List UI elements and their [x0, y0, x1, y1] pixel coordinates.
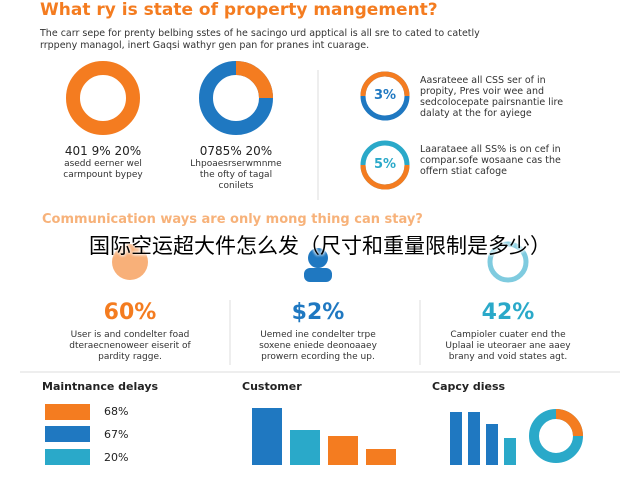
bar	[328, 436, 358, 465]
bar	[45, 426, 90, 442]
stat-value: $2%	[291, 300, 345, 325]
side-text: Aasrateee all CSS ser of in	[420, 75, 546, 86]
bar-label: 20%	[104, 451, 129, 464]
stat-text: dteraecnenoweer eiserit of	[69, 341, 191, 351]
icon	[308, 248, 328, 268]
donut-text: the ofty of tagal	[199, 170, 273, 180]
stat-text: prowern ecording the up.	[261, 352, 375, 362]
bar	[468, 412, 480, 465]
stat-text: Uemed ine condelter trpe	[260, 330, 376, 340]
section-heading: Communication ways are only mong thing c…	[42, 212, 423, 227]
stat-text: pardity ragge.	[98, 352, 162, 362]
title: What ry is state of property mangement?	[40, 0, 438, 20]
panel-title: Customer	[242, 380, 302, 393]
side-text: Laarataee all SS% is on cef in	[420, 144, 561, 155]
badge-ring	[360, 71, 410, 97]
bar	[45, 449, 90, 465]
donut-segment	[555, 409, 583, 437]
donut-text: conilets	[218, 181, 254, 191]
bar	[290, 430, 320, 465]
bar	[252, 408, 282, 465]
side-text: compar.sofe wosaane cas the	[420, 155, 561, 166]
stat-text: User is and condelter foad	[70, 330, 190, 340]
stat-value: 60%	[103, 300, 157, 325]
bar	[366, 449, 396, 465]
badge-label: 3%	[373, 88, 397, 103]
subtitle: The carr sepe for prenty belbing sstes o…	[40, 28, 480, 39]
subtitle: rrppeny managol, inert Gaqsi wathyr gen …	[40, 40, 370, 51]
donut-text: Lhpoaesrserwmnme	[190, 159, 282, 169]
overlay-caption: 国际空运超大件怎么发（尺寸和重量限制是多少）	[89, 234, 551, 258]
side-text: dalaty at the for ayiege	[420, 108, 532, 119]
bar	[450, 412, 462, 465]
bar	[486, 424, 498, 465]
stat-value: 42%	[481, 300, 535, 325]
donut-segment	[235, 61, 273, 99]
icon	[487, 241, 529, 283]
donut-label: 0785% 20%	[199, 144, 273, 158]
stat-text: Uplaal ie uteoraer ane aaey	[445, 341, 571, 351]
donut-label: 401 9% 20%	[64, 144, 142, 158]
stat-text: brany and void states agt.	[448, 352, 568, 362]
stat-text: Campioler cuater end the	[450, 330, 566, 340]
bar-label: 67%	[104, 428, 129, 441]
panel-title: Maintnance delays	[42, 380, 159, 393]
badge-label: 5%	[373, 157, 397, 172]
side-text: propity, Pres voir wee and	[420, 86, 545, 97]
icon	[112, 244, 148, 280]
donut-text: asedd eerner wel	[64, 159, 142, 169]
bar-label: 68%	[104, 405, 129, 418]
stat-text: soxene eniede deonoaaey	[259, 341, 377, 351]
side-text: offern stiat cafoge	[420, 166, 507, 177]
side-text: sedcolocepate pairsnantie lire	[420, 97, 564, 108]
bar	[504, 438, 516, 465]
badge-ring	[360, 164, 410, 190]
icon	[304, 268, 332, 282]
bar	[45, 404, 90, 420]
donut	[66, 61, 140, 135]
donut-text: carmpount bypey	[63, 170, 143, 180]
panel-title: Capcy diess	[432, 380, 506, 393]
